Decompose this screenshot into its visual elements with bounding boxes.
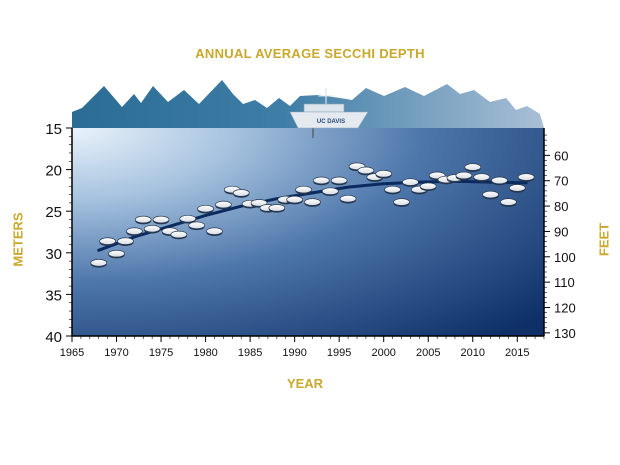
y2-tick-label: 70	[554, 174, 568, 189]
chart-title: ANNUAL AVERAGE SECCHI DEPTH	[195, 46, 425, 61]
x-tick-label: 2010	[461, 347, 485, 359]
y2-tick-label: 130	[554, 326, 576, 341]
y2-tick-label: 80	[554, 199, 568, 214]
data-point	[197, 204, 214, 213]
data-point	[117, 237, 134, 245]
data-point	[250, 199, 268, 207]
data-point	[508, 184, 526, 192]
data-point	[321, 187, 339, 195]
data-point	[482, 190, 499, 199]
y-tick-label: 35	[45, 287, 62, 304]
y-axis-label-feet: FEET	[596, 222, 612, 257]
y-tick-label: 20	[45, 163, 62, 180]
data-point	[90, 259, 108, 267]
y-tick-label: 30	[45, 246, 62, 263]
y2-tick-label: 120	[554, 301, 576, 316]
research-boat-icon: UC DAVIS	[289, 88, 369, 138]
x-axis-label: YEAR	[286, 376, 324, 391]
data-point	[393, 198, 410, 206]
data-point	[402, 178, 419, 186]
data-point	[464, 163, 482, 171]
x-tick-label: 1965	[60, 347, 84, 359]
x-tick-label: 2005	[416, 347, 440, 359]
plot-area	[72, 128, 544, 336]
x-tick-label: 1980	[193, 347, 217, 359]
data-point	[375, 170, 393, 178]
data-point	[384, 185, 401, 194]
x-tick-label: 1990	[282, 347, 306, 359]
data-point	[179, 214, 197, 223]
data-point	[286, 195, 303, 204]
x-tick-label: 1975	[149, 347, 173, 359]
y2-tick-label: 90	[554, 224, 568, 239]
points-layer	[90, 162, 535, 268]
data-point	[455, 171, 473, 180]
data-point	[125, 227, 143, 235]
data-point	[517, 173, 535, 181]
data-point	[108, 249, 125, 258]
y-tick-label: 40	[45, 329, 62, 346]
x-tick-label: 2000	[371, 347, 395, 359]
data-point	[330, 176, 348, 185]
data-point	[304, 198, 321, 206]
y2-tick-label: 110	[554, 275, 575, 290]
y2-tick-label: 60	[554, 148, 568, 163]
data-point	[295, 185, 312, 194]
y-tick-label: 15	[45, 121, 62, 138]
data-point	[232, 189, 250, 197]
y-axis-label-meters: METERS	[10, 212, 26, 267]
x-tick-label: 1985	[238, 347, 262, 359]
data-point	[170, 230, 188, 239]
data-point	[99, 237, 116, 245]
data-point	[473, 173, 491, 181]
axes: 1965 1970 1975 1980 1985 1990 1995 2000 2005 2010…	[45, 121, 575, 359]
data-point	[143, 224, 161, 233]
boat-logo-text: UC DAVIS	[317, 119, 345, 125]
y-tick-label: 25	[45, 204, 62, 221]
data-point	[419, 182, 437, 190]
data-point	[188, 221, 206, 230]
data-point	[500, 198, 517, 206]
data-point	[134, 215, 152, 224]
data-point	[206, 227, 223, 235]
data-point	[357, 166, 375, 175]
x-tick-label: 1995	[327, 347, 351, 359]
data-point	[339, 194, 357, 203]
y2-tick-label: 100	[554, 250, 576, 265]
x-tick-label: 2015	[505, 347, 529, 359]
data-point	[313, 176, 330, 185]
data-point	[215, 200, 232, 209]
data-point	[491, 176, 508, 185]
data-point	[152, 215, 170, 224]
x-tick-label: 1970	[104, 347, 128, 359]
data-point	[268, 204, 286, 212]
